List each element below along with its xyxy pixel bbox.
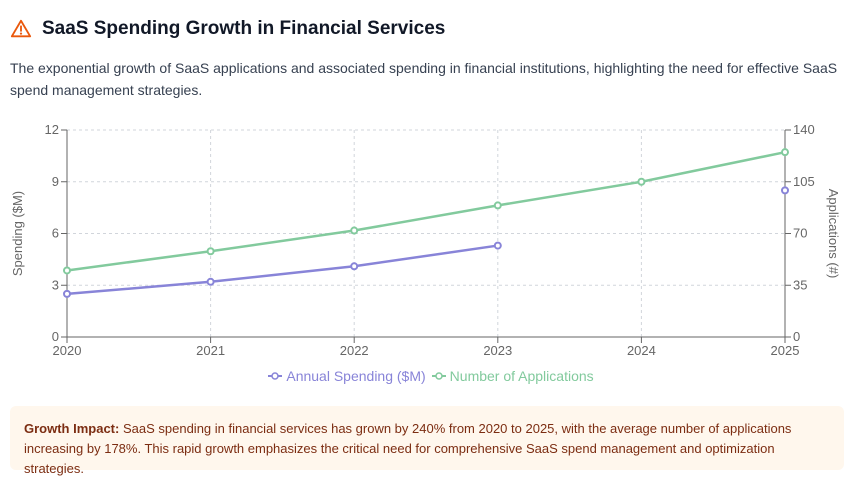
- data-point: [781, 186, 789, 195]
- legend-label: Number of Applications: [449, 368, 594, 384]
- x-tick-label: 2025: [771, 343, 800, 358]
- data-point: [350, 226, 359, 235]
- data-point: [350, 262, 359, 271]
- legend-line-icon: [431, 372, 446, 380]
- y-tick-label-left: 12: [45, 122, 59, 137]
- chart-legend: Annual Spending ($M) Number of Applicatio…: [0, 368, 862, 384]
- x-tick-label: 2020: [53, 343, 82, 358]
- y-axis-label-right: Applications (#): [826, 189, 841, 279]
- impact-label: Growth Impact:: [24, 421, 120, 436]
- y-tick-label-right: 140: [793, 122, 815, 137]
- y-tick-label-right: 70: [793, 226, 807, 241]
- impact-text: SaaS spending in financial services has …: [24, 421, 792, 476]
- warning-triangle-icon: [10, 19, 32, 38]
- data-point: [63, 289, 71, 298]
- legend-label: Annual Spending ($M): [286, 368, 426, 384]
- series-line: [66, 244, 498, 296]
- data-point: [637, 177, 646, 186]
- y-tick-label-left: 0: [52, 329, 59, 344]
- line-chart: 0 3 6 9 12 0 35 70 105 140 2020 2021 2022 2023 2024 202…: [10, 122, 841, 358]
- x-tick-label: 2024: [627, 343, 656, 358]
- chart-description: The exponential growth of SaaS applicati…: [10, 60, 838, 98]
- y-tick-label-left: 3: [52, 277, 59, 292]
- page-title: SaaS Spending Growth in Financial Servic…: [42, 18, 446, 39]
- y-tick-label-right: 105: [793, 174, 815, 189]
- y-tick-label-left: 9: [52, 174, 59, 189]
- y-tick-label-right: 0: [793, 329, 800, 344]
- x-tick-label: 2022: [340, 343, 369, 358]
- y-tick-label-left: 6: [52, 226, 59, 241]
- data-point: [63, 266, 71, 275]
- impact-callout: Growth Impact: SaaS spending in financia…: [10, 406, 844, 476]
- y-axis-label-left: Spending ($M): [10, 191, 25, 276]
- data-point: [206, 277, 215, 286]
- data-point: [206, 247, 215, 256]
- data-point: [781, 148, 789, 157]
- x-tick-label: 2023: [483, 343, 512, 358]
- series-line: [66, 150, 786, 272]
- legend-line-icon: [268, 372, 283, 380]
- x-tick-label: 2021: [196, 343, 225, 358]
- legend-item: Number of Applications: [431, 368, 594, 384]
- y-tick-label-right: 35: [793, 277, 807, 292]
- data-point: [493, 201, 502, 210]
- chart-header: SaaS Spending Growth in Financial Servic…: [10, 18, 445, 40]
- data-point: [493, 241, 502, 250]
- legend-item: Annual Spending ($M): [268, 368, 426, 384]
